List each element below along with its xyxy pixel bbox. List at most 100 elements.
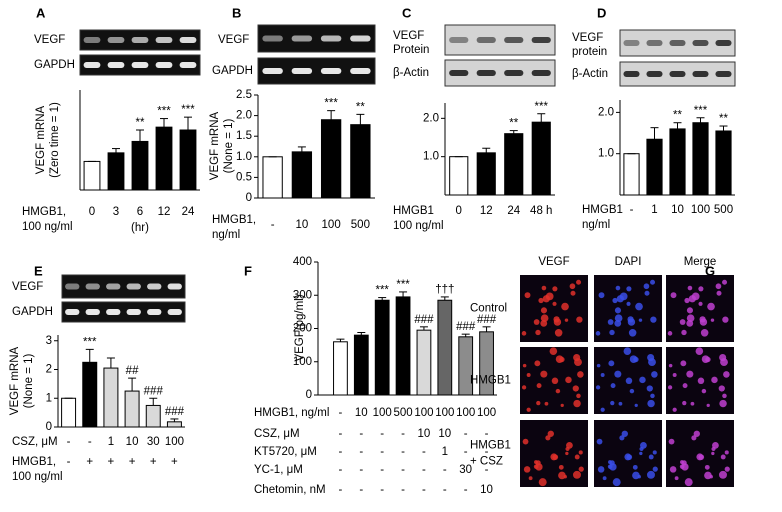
bar xyxy=(692,122,709,196)
significance: *** xyxy=(375,285,389,297)
blot-band xyxy=(504,70,524,76)
bar xyxy=(61,397,77,428)
cell xyxy=(679,464,685,469)
cell xyxy=(711,451,715,456)
cell xyxy=(699,318,708,326)
cell xyxy=(626,286,632,292)
blot-band xyxy=(107,62,125,68)
row-label: KT5720, μM xyxy=(254,446,317,458)
bar xyxy=(374,299,390,396)
cell xyxy=(600,407,605,412)
cell xyxy=(625,377,633,385)
y-tick-label: 2.0 xyxy=(236,110,252,122)
panel-letter: G xyxy=(705,263,715,278)
cell xyxy=(680,360,687,367)
cell xyxy=(573,470,581,479)
blot-band xyxy=(623,71,640,77)
column-header: VEGF xyxy=(538,256,569,268)
significance: *** xyxy=(83,336,97,348)
cell xyxy=(648,454,654,460)
blot-band xyxy=(715,40,732,46)
blot-label: GAPDH xyxy=(12,306,53,318)
cell xyxy=(614,307,622,314)
cell xyxy=(560,403,564,408)
micrograph xyxy=(520,275,588,342)
x-tick-label: 6 xyxy=(137,206,143,218)
cell xyxy=(698,286,704,292)
bar xyxy=(504,133,524,196)
row-value: 10 xyxy=(126,436,139,448)
cell xyxy=(707,302,715,311)
cell xyxy=(647,399,655,408)
cell xyxy=(639,376,646,384)
cell xyxy=(554,329,563,337)
cell xyxy=(667,331,673,336)
blot-band xyxy=(179,62,197,68)
x-tick-label: 100 xyxy=(322,219,341,231)
cell xyxy=(607,464,613,469)
cell xyxy=(621,430,628,437)
blot-band xyxy=(449,70,469,76)
blot-label: β-Actin xyxy=(393,67,429,79)
cell xyxy=(672,407,677,412)
cell xyxy=(652,450,657,455)
row-value: - xyxy=(464,428,468,440)
cell xyxy=(674,476,679,481)
x-tick-label: 3 xyxy=(113,206,119,218)
blot-band xyxy=(83,62,101,68)
bar xyxy=(83,160,101,191)
significance: *** xyxy=(694,105,708,117)
row-value: 30 xyxy=(459,464,472,476)
blot-band xyxy=(449,37,469,43)
row-label: HMGB1, xyxy=(12,456,56,468)
y-tick-label: 300 xyxy=(293,289,312,301)
row-value: - xyxy=(485,464,489,476)
cell xyxy=(552,301,557,306)
y-tick-label: 1.5 xyxy=(236,130,252,142)
x-axis-label: HMGB1, xyxy=(22,206,66,218)
cell xyxy=(629,388,635,394)
row-value: + xyxy=(171,456,178,468)
significance: *** xyxy=(157,106,171,118)
x-axis-label: ng/ml xyxy=(582,219,610,231)
blot-label: VEGF xyxy=(393,30,424,42)
cell xyxy=(573,399,581,408)
blot-band xyxy=(476,37,496,43)
cell xyxy=(602,476,607,481)
cell xyxy=(639,451,643,456)
blot-band xyxy=(65,309,80,315)
cell xyxy=(635,302,643,311)
blot-band xyxy=(106,283,121,290)
cell xyxy=(523,466,531,473)
blot-band xyxy=(107,37,125,43)
blot-band xyxy=(320,68,342,74)
row-value: 500 xyxy=(393,407,412,419)
cell xyxy=(693,430,700,437)
cell xyxy=(574,454,580,460)
x-axis-label: HMGB1 xyxy=(582,204,623,216)
cell xyxy=(647,470,655,479)
cell xyxy=(650,393,655,399)
cell xyxy=(686,370,694,378)
cell xyxy=(628,329,637,337)
bar xyxy=(715,130,732,196)
bar xyxy=(449,156,469,196)
cell xyxy=(578,450,583,455)
cell xyxy=(632,471,640,480)
blot-band xyxy=(531,70,551,76)
significance: *** xyxy=(324,98,338,110)
row-value: - xyxy=(380,446,384,458)
cell xyxy=(722,316,729,323)
cell xyxy=(541,285,547,291)
x-tick-label: 24 xyxy=(182,206,195,218)
cell xyxy=(700,329,709,337)
cell xyxy=(558,471,566,480)
bar xyxy=(82,361,98,428)
blot-band xyxy=(167,283,182,290)
cell xyxy=(540,314,549,323)
cell xyxy=(682,400,687,406)
x-tick-label: 100 xyxy=(691,204,710,216)
cell xyxy=(549,347,558,355)
cell xyxy=(619,435,625,441)
y-axis-label: VEGF mRNA xyxy=(35,105,47,174)
